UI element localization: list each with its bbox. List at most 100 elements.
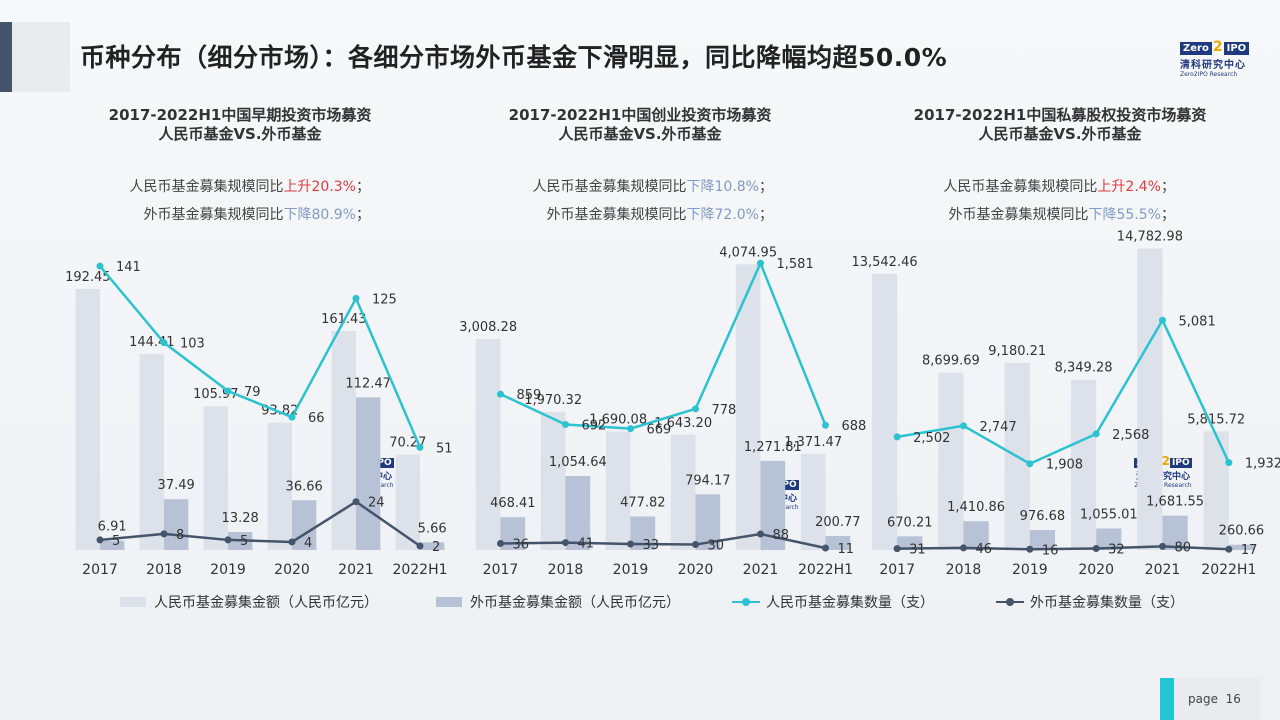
data-label-rmb-count: 669 bbox=[647, 423, 672, 438]
data-label-usd-amount: 670.21 bbox=[887, 515, 933, 530]
left-accent-panel bbox=[12, 22, 70, 92]
x-tick-label: 2021 bbox=[1145, 562, 1181, 578]
data-label-rmb-count: 859 bbox=[517, 388, 542, 403]
point-usd-count bbox=[160, 530, 168, 538]
data-label-usd-amount: 477.82 bbox=[620, 495, 666, 510]
panel-title-pe: 2017-2022H1中国私募股权投资市场募资 人民币基金VS.外币基金 bbox=[860, 106, 1260, 144]
point-usd-count bbox=[893, 545, 901, 553]
bar-usd-amount bbox=[356, 397, 381, 550]
data-label-usd-amount: 5.66 bbox=[418, 521, 447, 536]
x-tick-label: 2022H1 bbox=[392, 562, 447, 578]
zero2ipo-logo: Zero 2 IPO 清科研究中心 Zero2IPO Research bbox=[1180, 36, 1255, 78]
data-label-usd-amount: 13.28 bbox=[222, 511, 259, 526]
data-label-usd-count: 46 bbox=[976, 542, 993, 557]
data-label-usd-amount: 6.91 bbox=[98, 520, 127, 535]
note-prefix: 外币基金募集规模同比 bbox=[143, 207, 284, 223]
data-label-rmb-amount: 9,180.21 bbox=[988, 344, 1046, 359]
note-prefix: 人民币基金募集规模同比 bbox=[532, 179, 687, 195]
logo-two: 2 bbox=[1212, 39, 1223, 55]
note-change: 上升2.4% bbox=[1097, 179, 1161, 195]
footer-box bbox=[1174, 678, 1260, 720]
legend-swatch bbox=[120, 597, 146, 607]
legend-swatch bbox=[436, 597, 462, 607]
data-label-rmb-amount: 144.41 bbox=[129, 335, 175, 350]
data-label-usd-amount: 112.47 bbox=[345, 376, 391, 391]
legend-item-usd-count: 外币基金募集数量（支） bbox=[996, 592, 1184, 612]
data-label-rmb-amount: 8,699.69 bbox=[922, 354, 980, 369]
point-rmb-count bbox=[1092, 430, 1100, 438]
data-label-rmb-count: 692 bbox=[582, 418, 607, 433]
point-rmb-count bbox=[960, 422, 967, 430]
data-label-rmb-amount: 5,815.72 bbox=[1187, 412, 1245, 427]
logo-two: 2 bbox=[1161, 454, 1170, 468]
point-usd-count bbox=[822, 544, 829, 552]
data-label-rmb-count: 778 bbox=[712, 403, 737, 418]
legend-item-usd-amount: 外币基金募集金额（人民币亿元） bbox=[436, 592, 680, 612]
data-label-rmb-amount: 192.45 bbox=[65, 270, 111, 285]
x-tick-label: 2022H1 bbox=[798, 562, 853, 578]
bar-usd-amount bbox=[1228, 544, 1255, 550]
x-tick-label: 2019 bbox=[613, 562, 649, 578]
page-label: page bbox=[1188, 692, 1218, 706]
logo-ipo: IPO bbox=[1170, 458, 1192, 468]
legend-item-rmb-count: 人民币基金募集数量（支） bbox=[732, 592, 934, 612]
note-pe-usd: 外币基金募集规模同比下降55.5%； bbox=[835, 204, 1175, 224]
data-label-rmb-count: 103 bbox=[180, 337, 205, 352]
line-rmb-count bbox=[99, 265, 422, 448]
data-label-usd-amount: 200.77 bbox=[815, 515, 861, 530]
x-tick-label: 2017 bbox=[82, 562, 118, 578]
point-usd-count bbox=[224, 536, 232, 544]
note-prefix: 人民币基金募集规模同比 bbox=[943, 179, 1098, 195]
point-rmb-count bbox=[1159, 316, 1166, 324]
data-label-usd-amount: 1,055.01 bbox=[1080, 507, 1138, 522]
panel-title-line1: 2017-2022H1中国早期投资市场募资 bbox=[108, 106, 372, 124]
left-accent-bar bbox=[0, 22, 12, 92]
bar-rmb-amount bbox=[540, 411, 566, 550]
bar-usd-amount bbox=[164, 499, 189, 550]
data-label-rmb-count: 688 bbox=[842, 419, 867, 434]
data-label-rmb-amount: 4,074.95 bbox=[719, 245, 777, 260]
note-suffix: ； bbox=[356, 207, 370, 223]
note-early-usd: 外币基金募集规模同比下降80.9%； bbox=[30, 204, 370, 224]
data-label-rmb-amount: 1,371.47 bbox=[784, 435, 842, 450]
point-rmb-count bbox=[96, 262, 104, 270]
page-title: 币种分布（细分市场）：各细分市场外币基金下滑明显，同比降幅均超50.0% bbox=[80, 43, 948, 72]
x-tick-label: 2020 bbox=[1078, 562, 1114, 578]
data-label-rmb-count: 5,081 bbox=[1179, 314, 1216, 329]
bar-rmb-amount bbox=[267, 422, 292, 550]
data-label-rmb-count: 51 bbox=[436, 441, 453, 456]
data-label-rmb-count: 66 bbox=[308, 411, 325, 426]
data-label-rmb-amount: 1,970.32 bbox=[524, 393, 582, 408]
note-change: 下降80.9% bbox=[283, 207, 356, 223]
data-label-rmb-count: 2,568 bbox=[1112, 428, 1149, 443]
bar-rmb-amount bbox=[605, 431, 631, 550]
data-label-usd-count: 8 bbox=[176, 528, 184, 543]
bar-rmb-amount bbox=[938, 372, 964, 550]
note-suffix: ； bbox=[1161, 207, 1175, 223]
point-rmb-count bbox=[627, 425, 634, 433]
x-tick-label: 2017 bbox=[483, 562, 519, 578]
point-rmb-count bbox=[224, 387, 232, 395]
point-rmb-count bbox=[352, 294, 360, 302]
point-usd-count bbox=[352, 498, 360, 506]
x-tick-label: 2019 bbox=[210, 562, 246, 578]
data-label-usd-count: 30 bbox=[708, 539, 725, 554]
data-label-usd-amount: 1,681.55 bbox=[1146, 495, 1204, 510]
bar-rmb-amount bbox=[1070, 379, 1097, 550]
panel-title-line2: 人民币基金VS.外币基金 bbox=[558, 125, 722, 143]
legend-item-rmb-amount: 人民币基金募集金额（人民币亿元） bbox=[120, 592, 378, 612]
data-label-usd-count: 24 bbox=[368, 496, 385, 511]
note-early-rmb: 人民币基金募集规模同比上升20.3%； bbox=[30, 176, 370, 196]
page-number: page 16 bbox=[1188, 692, 1241, 706]
point-usd-count bbox=[1225, 545, 1233, 553]
data-label-usd-amount: 1,054.64 bbox=[549, 455, 607, 470]
point-usd-count bbox=[96, 536, 104, 544]
note-pe-rmb: 人民币基金募集规模同比上升2.4%； bbox=[835, 176, 1175, 196]
data-label-usd-amount: 976.68 bbox=[1020, 509, 1066, 524]
bar-usd-amount bbox=[1029, 530, 1056, 550]
note-change: 下降55.5% bbox=[1088, 207, 1161, 223]
data-label-rmb-amount: 14,782.98 bbox=[1117, 230, 1183, 245]
data-label-rmb-amount: 1,643.20 bbox=[654, 416, 712, 431]
data-label-usd-amount: 36.66 bbox=[286, 479, 323, 494]
